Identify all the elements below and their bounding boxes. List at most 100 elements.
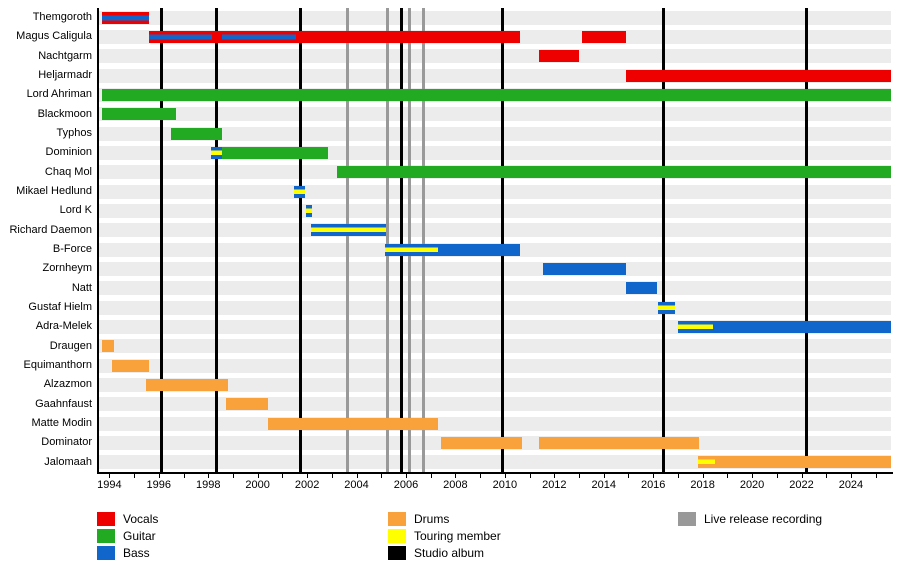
- row-track: [97, 49, 891, 64]
- axis-year-label: 2004: [344, 479, 369, 491]
- axis-tick: [628, 474, 630, 478]
- member-label: Lord K: [59, 204, 92, 217]
- legend-swatch-guitar: [97, 528, 115, 543]
- legend-swatch-studio-album: [388, 545, 406, 560]
- axis-tick: [381, 474, 383, 478]
- member-label: Matte Modin: [31, 417, 92, 429]
- timeline-bar-vocals-bass: [101, 11, 149, 24]
- axis-year-label: 2006: [393, 479, 419, 491]
- timeline-bar-vocals: [211, 31, 222, 43]
- member-label: Typhos: [56, 127, 92, 139]
- member-label: Dominion: [45, 146, 92, 159]
- timeline-bar-vocals-bass: [148, 31, 212, 43]
- studio-album-line: [399, 8, 403, 472]
- row-track: [97, 339, 891, 354]
- row-track: [97, 300, 891, 315]
- legend-label: Vocals: [123, 511, 159, 526]
- axis-tick: [801, 474, 803, 478]
- row-track: [97, 10, 891, 25]
- row-track: [97, 223, 891, 238]
- axis-tick: [850, 474, 852, 478]
- timeline-bar-drums: [714, 456, 891, 469]
- member-label: Natt: [71, 281, 92, 294]
- legend-item-vocals: Vocals: [97, 511, 158, 526]
- member-label: Mikael Hedlund: [16, 185, 92, 197]
- axis-tick: [752, 474, 754, 478]
- timeline-bar-touring-drums: [697, 456, 715, 469]
- axis-tick: [776, 474, 778, 478]
- timeline-bar-vocals: [295, 31, 520, 43]
- timeline-bar-touring-bass: [384, 243, 439, 256]
- member-label: Themgoroth: [32, 11, 92, 23]
- legend-swatch-bass: [97, 545, 115, 560]
- axis-year-label: 2000: [245, 479, 270, 491]
- member-label: Magus Caligula: [16, 30, 92, 43]
- timeline-bar-touring-bass: [310, 224, 387, 237]
- member-label: Jalomaah: [44, 455, 92, 468]
- legend-label: Studio album: [414, 545, 485, 560]
- axis-tick: [677, 474, 679, 478]
- legend-label: Guitar: [123, 528, 156, 543]
- legend-item-touring: Touring member: [388, 528, 501, 543]
- member-label: Richard Daemon: [9, 223, 92, 236]
- legend: Vocals Guitar Bass Drums Touring member Studi…: [0, 511, 900, 566]
- member-label: Equimanthorn: [23, 359, 93, 371]
- axis-tick: [282, 474, 284, 478]
- studio-album-line: [159, 8, 163, 472]
- axis-tick: [109, 474, 111, 478]
- axis-year-label: 2018: [690, 479, 715, 491]
- axis-tick: [356, 474, 358, 478]
- member-label: B-Force: [52, 243, 92, 255]
- axis-tick: [480, 474, 482, 478]
- live-release-recording-line: [346, 8, 350, 472]
- plot-area: [97, 8, 891, 472]
- member-label: Dominator: [41, 436, 92, 449]
- member-label: Zornheym: [42, 262, 92, 275]
- legend-swatch-live-recording: [678, 511, 696, 526]
- axis-tick: [257, 474, 259, 478]
- studio-album-line: [299, 8, 303, 472]
- axis-tick: [307, 474, 309, 478]
- axis-tick: [504, 474, 506, 478]
- member-label: Heljarmadr: [38, 69, 92, 81]
- timeline-bar-drums: [539, 437, 699, 449]
- timeline-bar-touring-bass: [305, 205, 313, 217]
- timeline-bar-drums: [225, 398, 268, 411]
- timeline-bar-drums: [267, 417, 439, 430]
- legend-item-studio-album: Studio album: [388, 545, 501, 560]
- row-track: [97, 378, 891, 392]
- row-track: [97, 204, 891, 218]
- axis-tick: [183, 474, 185, 478]
- timeline-bar-guitar: [101, 108, 177, 121]
- live-release-recording-line: [421, 8, 425, 472]
- axis-tick: [406, 474, 407, 478]
- axis-year-label: 2012: [542, 479, 567, 491]
- row-track: [97, 126, 891, 141]
- timeline-bar-bass: [543, 263, 626, 275]
- axis-tick: [579, 474, 581, 478]
- axis-year-label: 2020: [739, 479, 765, 491]
- axis-year-label: 2010: [492, 479, 518, 491]
- timeline-bar-touring-bass: [293, 185, 305, 198]
- row-track: [97, 397, 891, 412]
- timeline-bar-guitar: [171, 127, 222, 140]
- x-axis-line: [97, 472, 893, 474]
- row-track: [97, 262, 891, 276]
- timeline-bar-guitar: [101, 89, 891, 101]
- member-label: Chaq Mol: [44, 165, 92, 178]
- timeline-bar-bass: [626, 282, 657, 295]
- axis-tick: [208, 474, 210, 478]
- legend-item-drums: Drums: [388, 511, 501, 526]
- axis-year-label: 2014: [591, 479, 616, 491]
- member-label: Nachtgarm: [38, 49, 92, 62]
- studio-album-line: [500, 8, 504, 472]
- member-label: Adra-Melek: [35, 320, 92, 333]
- axis-tick: [826, 474, 828, 478]
- legend-item-bass: Bass: [97, 545, 158, 560]
- live-release-recording-line: [385, 8, 389, 472]
- timeline-bar-vocals-bass: [221, 31, 296, 43]
- legend-label: Touring member: [414, 528, 501, 543]
- axis-year-label: 2024: [838, 479, 864, 491]
- row-track: [97, 107, 891, 122]
- axis-year-label: 1994: [97, 479, 122, 491]
